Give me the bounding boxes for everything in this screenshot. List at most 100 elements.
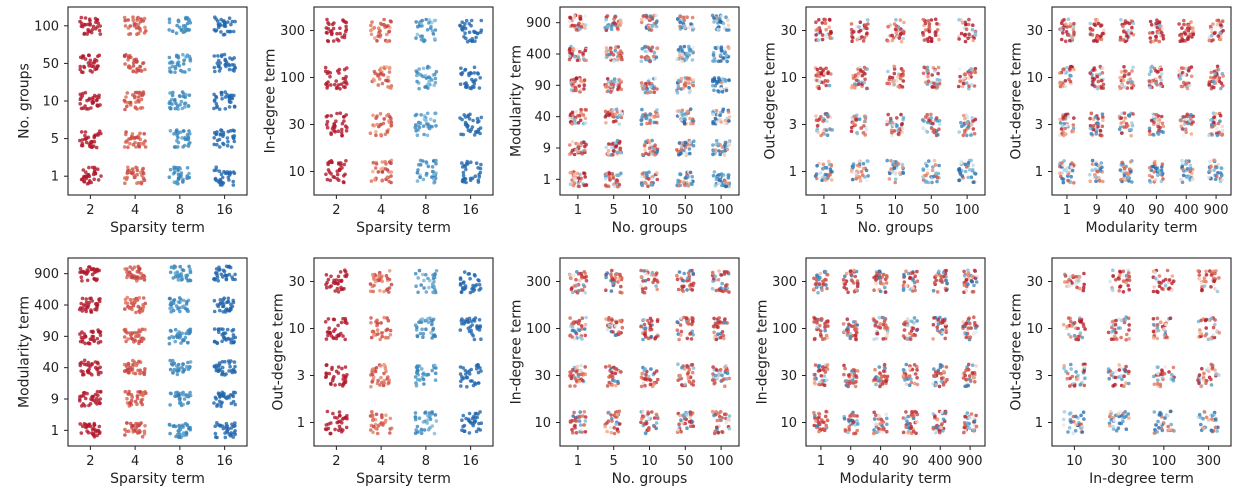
point xyxy=(414,20,419,24)
point xyxy=(98,365,102,370)
point xyxy=(225,136,230,140)
point xyxy=(131,430,135,434)
point xyxy=(167,20,172,25)
y-tick-label: 30 xyxy=(780,24,797,39)
y-tick-label: 3 xyxy=(297,369,305,384)
point xyxy=(136,180,141,185)
point xyxy=(472,337,477,342)
point xyxy=(463,284,468,288)
point xyxy=(340,133,344,138)
point xyxy=(341,180,346,184)
point xyxy=(1066,172,1071,176)
point xyxy=(345,414,349,418)
point xyxy=(187,366,192,370)
y-tick-label: 1 xyxy=(297,416,305,431)
point xyxy=(384,328,389,333)
point xyxy=(143,327,147,332)
point xyxy=(325,114,330,118)
point xyxy=(415,170,420,175)
point xyxy=(333,383,337,387)
point xyxy=(466,113,471,118)
point xyxy=(328,178,333,183)
point xyxy=(1088,172,1092,177)
point xyxy=(604,46,609,50)
point xyxy=(1189,113,1193,117)
point xyxy=(220,369,225,374)
x-tick-label: 2 xyxy=(332,203,340,218)
point xyxy=(726,176,731,180)
point xyxy=(1092,77,1097,81)
point xyxy=(682,120,687,124)
point xyxy=(422,132,426,137)
x-tick-label: 10 xyxy=(887,203,904,218)
point xyxy=(123,18,127,23)
point xyxy=(925,69,929,73)
point xyxy=(1072,181,1076,185)
point xyxy=(233,272,237,277)
point xyxy=(1063,84,1068,89)
point xyxy=(431,177,436,181)
point xyxy=(215,303,220,307)
point xyxy=(825,79,830,83)
point xyxy=(378,21,383,26)
point xyxy=(469,160,473,164)
point xyxy=(382,378,387,383)
point xyxy=(1153,178,1158,182)
point xyxy=(1179,34,1184,38)
point xyxy=(929,112,933,117)
point xyxy=(335,172,340,177)
point xyxy=(577,419,582,423)
point xyxy=(639,20,644,25)
point xyxy=(1059,127,1064,131)
point xyxy=(1149,118,1154,123)
point xyxy=(1127,113,1131,117)
point xyxy=(326,317,331,321)
point xyxy=(389,170,394,174)
point xyxy=(125,421,129,425)
point xyxy=(606,89,611,93)
point xyxy=(171,90,175,95)
point xyxy=(896,25,901,30)
point xyxy=(178,334,183,339)
point xyxy=(1189,20,1193,24)
point xyxy=(138,20,143,24)
point xyxy=(419,113,423,117)
point xyxy=(223,63,227,67)
point xyxy=(1101,86,1105,90)
point xyxy=(337,71,341,75)
point xyxy=(181,423,185,428)
point xyxy=(231,183,236,187)
point xyxy=(1151,114,1156,119)
point xyxy=(1147,79,1152,83)
point xyxy=(128,401,132,405)
point xyxy=(93,27,98,31)
point xyxy=(687,90,692,95)
point xyxy=(972,84,977,88)
point xyxy=(220,424,225,428)
point xyxy=(324,172,328,177)
point xyxy=(91,334,96,339)
point xyxy=(377,77,382,81)
point xyxy=(382,315,386,320)
point xyxy=(424,122,429,126)
point xyxy=(849,129,854,133)
point xyxy=(433,28,438,32)
point xyxy=(713,84,718,88)
y-tick-label: 30 xyxy=(1026,24,1043,39)
point xyxy=(973,33,978,37)
point xyxy=(1099,78,1104,83)
point xyxy=(583,148,587,153)
point xyxy=(325,17,329,22)
point xyxy=(221,297,226,302)
point xyxy=(233,66,237,70)
point xyxy=(140,275,145,279)
point xyxy=(92,339,96,344)
point xyxy=(434,269,439,273)
point xyxy=(966,76,971,80)
point xyxy=(80,330,84,334)
point xyxy=(231,340,236,345)
point xyxy=(1070,161,1074,165)
point xyxy=(1179,177,1183,182)
point xyxy=(229,100,233,104)
point xyxy=(223,171,228,175)
